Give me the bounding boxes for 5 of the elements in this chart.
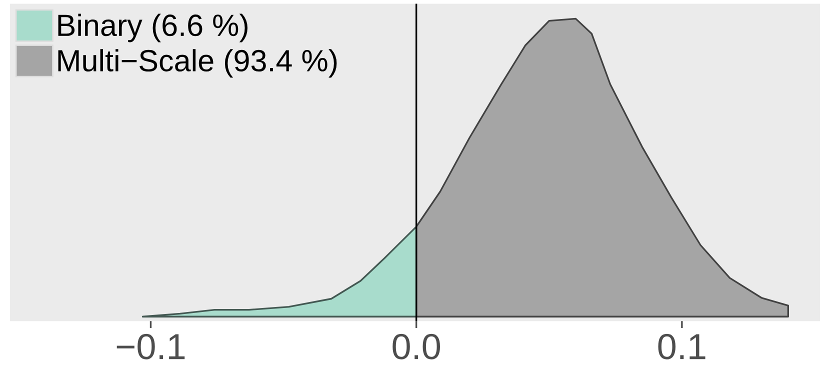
x-tick-label: 0.0 bbox=[392, 334, 440, 360]
x-tick-label: −0.1 bbox=[116, 334, 185, 360]
legend-label: Binary (6.6 %) bbox=[58, 14, 248, 42]
x-tick-label: 0.1 bbox=[658, 334, 706, 360]
legend-label: Multi−Scale (93.4 %) bbox=[58, 49, 337, 78]
